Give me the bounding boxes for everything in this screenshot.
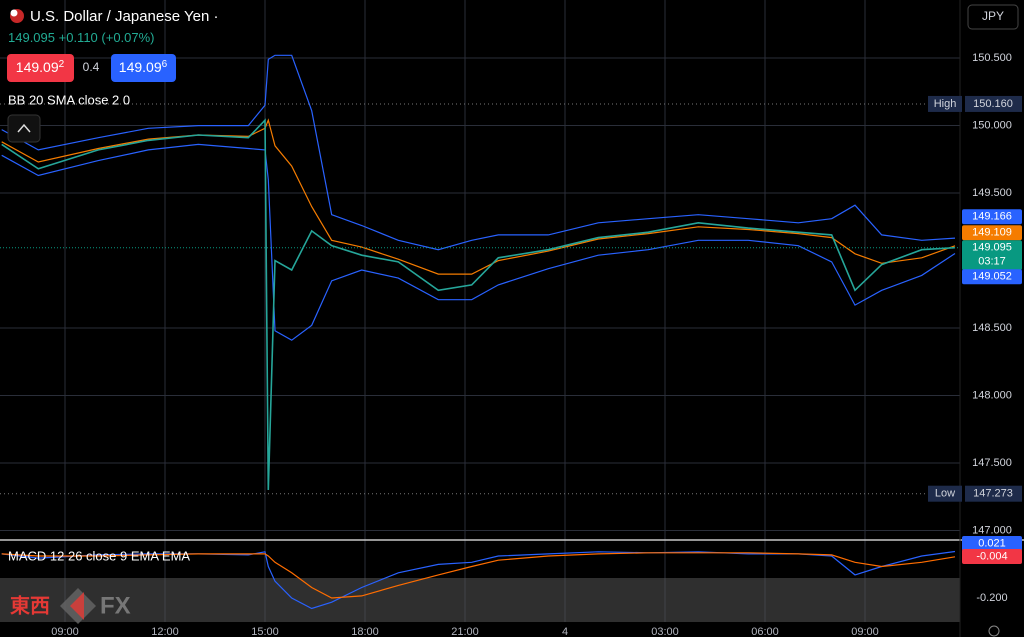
x-tick-label: 18:00	[351, 626, 379, 637]
low-value-tag	[965, 485, 1022, 502]
watermark-text: FX	[100, 592, 131, 619]
series-line	[1, 118, 956, 491]
chevron-icon	[17, 123, 31, 133]
high-value-tag	[965, 95, 1022, 112]
low-value: 147.273	[973, 488, 1013, 500]
quote-line: 149.095 +0.110 (+0.07%)	[8, 30, 155, 45]
buy-pip: 6	[162, 59, 168, 70]
y-tick-label: 147.500	[972, 457, 1012, 469]
series-line	[1, 552, 956, 599]
price-tag-label: 149.052	[972, 271, 1012, 283]
y-tick-label: -0.200	[976, 592, 1007, 604]
sell-price[interactable]: 149.092	[16, 59, 65, 75]
price-tag	[962, 240, 1022, 271]
macd-label: MACD 12 26 close 9 EMA EMA	[8, 548, 190, 563]
x-tick-label: 21:00	[451, 626, 479, 637]
high-tag	[928, 95, 962, 112]
currency-button[interactable]	[967, 4, 1019, 30]
price-tag	[962, 269, 1022, 285]
watermark-logo	[70, 592, 84, 620]
plot	[0, 54, 960, 610]
price-tag	[962, 209, 1022, 225]
y-tick-label: 148.500	[972, 322, 1012, 334]
y-tick-label: 149.500	[972, 187, 1012, 199]
low-tag	[928, 485, 962, 502]
high-value: 150.160	[973, 98, 1013, 110]
collapse-button[interactable]	[7, 114, 41, 143]
watermark-band	[0, 578, 960, 622]
settings-icon[interactable]	[988, 625, 1000, 637]
x-tick-label: 15:00	[251, 626, 279, 637]
x-tick-label: 06:00	[751, 626, 779, 637]
price-tag	[962, 536, 1022, 552]
y-tick-label: 147.000	[972, 524, 1012, 536]
price-tag	[962, 225, 1022, 241]
spread: 0.4	[83, 60, 100, 74]
x-tick-label: 09:00	[51, 626, 79, 637]
indicator-label: BB 20 SMA close 2 0	[8, 92, 130, 107]
price-tag-label: -0.004	[976, 550, 1007, 562]
high-name: High	[934, 98, 957, 110]
series-line	[1, 54, 956, 251]
price-tag-label: 149.109	[972, 227, 1012, 239]
sell-pip: 2	[59, 59, 65, 70]
y-tick-label: 150.000	[972, 119, 1012, 131]
price-change: +0.110 (+0.07%)	[59, 30, 155, 45]
buy-button[interactable]	[111, 54, 176, 82]
flag-icon	[10, 9, 18, 17]
watermark-text: 東西	[10, 594, 50, 617]
x-tick-label: 4	[562, 626, 568, 637]
price-tag-label: 149.166	[972, 211, 1012, 223]
buy-price-main: 149.09	[119, 59, 162, 75]
y-tick-label: 148.000	[972, 389, 1012, 401]
sell-price-main: 149.09	[16, 59, 59, 75]
countdown: 03:17	[978, 256, 1006, 268]
x-tick-label: 09:00	[851, 626, 879, 637]
low-name: Low	[935, 488, 955, 500]
currency: JPY	[982, 9, 1004, 23]
x-tick-label: 12:00	[151, 626, 179, 637]
sell-button[interactable]	[7, 54, 74, 82]
buy-price[interactable]: 149.096	[119, 59, 168, 75]
y-tick-label: 150.500	[972, 52, 1012, 64]
series-line	[1, 143, 956, 341]
last-price: 149.095	[8, 30, 55, 45]
price-tag-label: 0.021	[978, 537, 1006, 549]
price-tag	[962, 549, 1022, 565]
price-tag-label: 149.095	[972, 242, 1012, 254]
x-tick-label: 03:00	[651, 626, 679, 637]
symbol-title: U.S. Dollar / Japanese Yen ·	[30, 8, 218, 25]
